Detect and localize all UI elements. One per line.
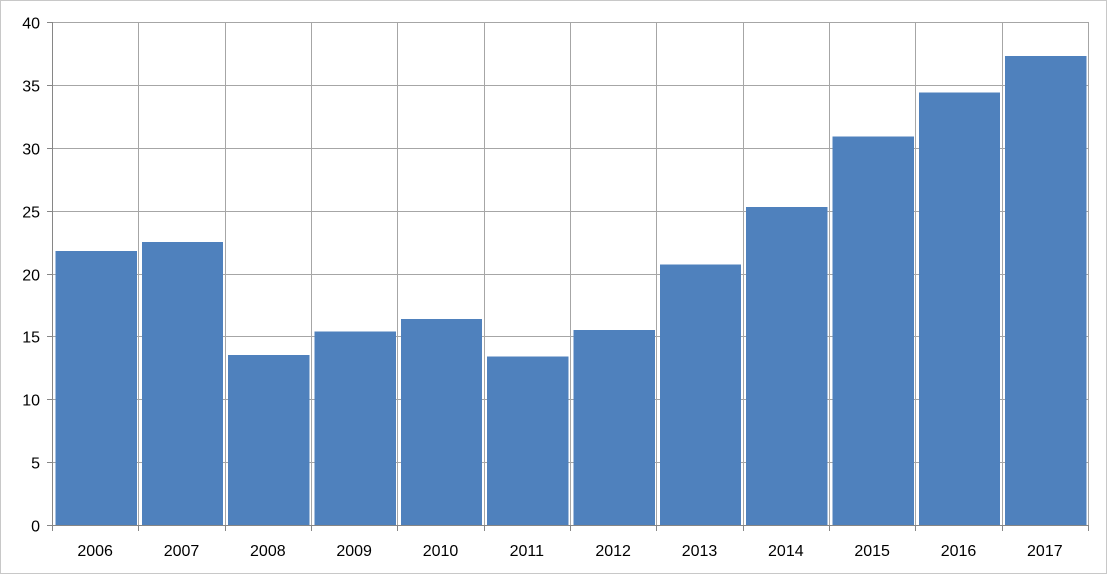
bars	[55, 55, 1087, 526]
bar-2009	[314, 331, 396, 525]
x-axis-ticks: 2006 2007 2008 2009 2010 2011 2012 2013 2014 2015…	[77, 543, 1062, 560]
y-tick-label: 10	[22, 393, 40, 410]
y-tick-label: 20	[22, 268, 40, 285]
bar-2015	[832, 136, 914, 525]
x-tick-label: 2007	[164, 543, 200, 560]
bar-2013	[659, 264, 742, 525]
bar-2007	[141, 242, 224, 525]
y-tick-label: 5	[31, 456, 40, 473]
gridlines	[52, 22, 1089, 525]
bar-2014	[746, 206, 828, 525]
x-tick-label: 2017	[1027, 543, 1063, 560]
x-tick-label: 2012	[595, 543, 631, 560]
bar-2016	[918, 92, 1001, 526]
y-axis-ticks: 0 5 10 15 20 25 30 35 40	[22, 16, 40, 536]
bar-2012	[573, 330, 655, 525]
y-tick-label: 0	[31, 519, 40, 536]
x-tick-label: 2014	[768, 543, 804, 560]
axes	[47, 22, 1089, 531]
bar-2011	[487, 356, 569, 525]
x-tick-label: 2010	[423, 543, 459, 560]
x-tick-label: 2009	[336, 543, 372, 560]
x-tick-label: 2013	[682, 543, 718, 560]
x-tick-label: 2008	[250, 543, 286, 560]
y-tick-label: 30	[22, 142, 40, 159]
x-tick-label: 2016	[941, 543, 977, 560]
x-tick-label: 2006	[77, 543, 113, 560]
y-tick-label: 35	[22, 79, 40, 96]
bar-2010	[400, 318, 483, 525]
y-tick-label: 25	[22, 205, 40, 222]
bar-2017	[1005, 55, 1087, 525]
x-tick-label: 2011	[510, 543, 545, 560]
bar-2006	[55, 250, 137, 526]
bar-2008	[228, 355, 310, 525]
y-tick-label: 40	[22, 16, 40, 33]
x-tick-label: 2015	[854, 543, 890, 560]
y-tick-label: 15	[22, 330, 40, 347]
